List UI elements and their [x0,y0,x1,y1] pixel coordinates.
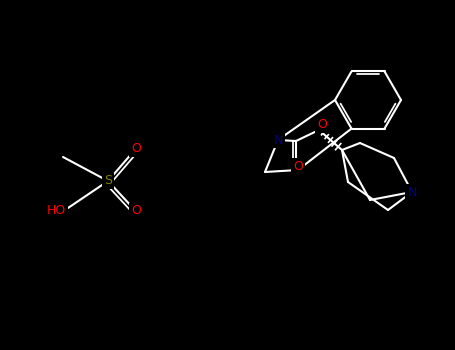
Text: O: O [131,204,141,217]
Text: O: O [293,160,303,173]
Text: O: O [131,142,141,155]
Text: N: N [407,186,417,198]
Text: HO: HO [46,203,66,217]
Text: O: O [317,119,327,132]
Text: N: N [273,133,283,147]
Text: S: S [104,175,112,188]
